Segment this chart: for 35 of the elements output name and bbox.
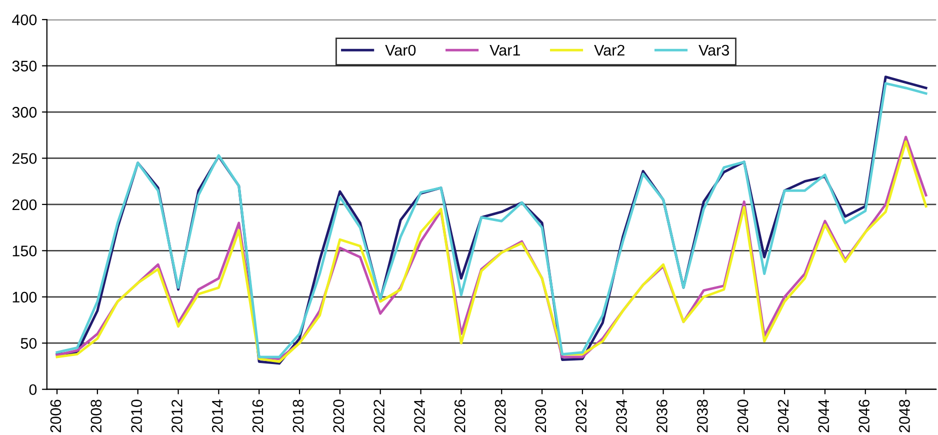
x-tick-label: 2042 — [778, 400, 789, 432]
x-tick-label: 2022 — [374, 400, 384, 432]
x-tick-label: 2028 — [494, 400, 506, 432]
y-tick-label: 300 — [12, 106, 37, 118]
x-tick-label: 2030 — [535, 400, 546, 432]
legend-label: Var0 — [385, 44, 416, 56]
x-tick-label: 2016 — [252, 400, 264, 432]
x-tick-label: 2040 — [737, 400, 748, 432]
y-tick-label: 250 — [12, 153, 37, 164]
legend-label: Var3 — [698, 44, 729, 56]
legend-label: Var2 — [594, 44, 624, 56]
x-tick-label: 2020 — [333, 400, 344, 432]
x-tick-label: 2018 — [292, 400, 304, 432]
x-tick-label: 2006 — [50, 400, 62, 432]
y-tick-label: 200 — [12, 199, 37, 210]
x-tick-label: 2014 — [212, 399, 223, 432]
x-tick-label: 2024 — [414, 399, 425, 432]
y-tick-label: 400 — [12, 14, 37, 26]
x-tick-label: 2046 — [858, 400, 870, 432]
y-tick-label: 150 — [12, 246, 37, 256]
x-tick-label: 2048 — [899, 400, 910, 432]
x-tick-label: 2038 — [696, 400, 708, 432]
x-tick-label: 2044 — [818, 399, 830, 432]
x-tick-label: 2008 — [90, 400, 102, 432]
y-tick-label: 50 — [20, 338, 37, 349]
x-tick-label: 2036 — [656, 400, 668, 432]
x-tick-label: 2032 — [576, 400, 587, 432]
y-tick-label: 0 — [29, 384, 37, 396]
legend-label: Var1 — [490, 44, 520, 56]
y-tick-label: 350 — [12, 60, 37, 72]
x-tick-label: 2026 — [454, 400, 466, 432]
x-tick-label: 2012 — [172, 400, 182, 432]
x-tick-label: 2034 — [616, 399, 627, 432]
y-tick-label: 100 — [12, 292, 37, 303]
x-tick-label: 2010 — [131, 400, 142, 432]
